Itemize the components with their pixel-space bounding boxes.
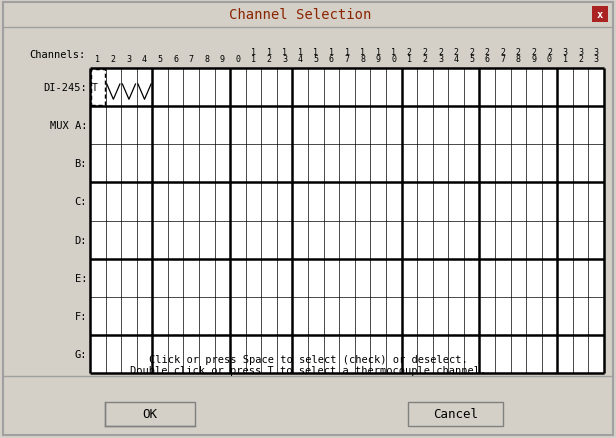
Text: 7: 7 [500, 55, 505, 64]
Text: 2: 2 [547, 47, 552, 57]
Text: F:: F: [75, 311, 87, 321]
Text: 6: 6 [485, 55, 490, 64]
Text: 3: 3 [438, 55, 443, 64]
Text: 5: 5 [469, 55, 474, 64]
Text: 1: 1 [251, 55, 256, 64]
Text: Click or press Space to select (check) or deselect.: Click or press Space to select (check) o… [148, 354, 468, 364]
Text: 7: 7 [188, 55, 194, 64]
Text: 3: 3 [578, 47, 583, 57]
Text: 2: 2 [438, 47, 443, 57]
Text: 3: 3 [562, 47, 567, 57]
Text: Channels:: Channels: [30, 50, 86, 60]
Text: G:: G: [75, 349, 87, 359]
Text: E:: E: [75, 273, 87, 283]
Text: B:: B: [75, 159, 87, 169]
Text: 9: 9 [376, 55, 381, 64]
Text: 9: 9 [220, 55, 225, 64]
Text: 2: 2 [485, 47, 490, 57]
Text: 2: 2 [516, 47, 521, 57]
Text: 1: 1 [360, 47, 365, 57]
Text: 1: 1 [95, 55, 100, 64]
Text: 1: 1 [562, 55, 567, 64]
Bar [105, 402, 195, 426]
Text: 7: 7 [344, 55, 349, 64]
Text: 4: 4 [298, 55, 303, 64]
Text: 0: 0 [547, 55, 552, 64]
Text: x: x [597, 10, 603, 20]
Text: 1: 1 [282, 47, 287, 57]
Text: 3: 3 [282, 55, 287, 64]
Text: 2: 2 [423, 55, 428, 64]
Text: 5: 5 [314, 55, 318, 64]
Text: OK: OK [142, 408, 158, 420]
Text: 1: 1 [407, 55, 412, 64]
Text: 2: 2 [578, 55, 583, 64]
Text: 1: 1 [344, 47, 349, 57]
Text: 2: 2 [500, 47, 505, 57]
Text: 1: 1 [267, 47, 272, 57]
Bar [592, 7, 608, 23]
Text: 2: 2 [407, 47, 412, 57]
Text: DI-245:: DI-245: [43, 83, 87, 93]
Text: MUX A:: MUX A: [49, 121, 87, 131]
Text: 2: 2 [453, 47, 458, 57]
Text: 4: 4 [142, 55, 147, 64]
Text: T: T [92, 83, 97, 93]
Text: 1: 1 [251, 47, 256, 57]
Text: 6: 6 [329, 55, 334, 64]
Text: 8: 8 [516, 55, 521, 64]
Bar [408, 402, 503, 426]
Text: 1: 1 [329, 47, 334, 57]
Text: 2: 2 [469, 47, 474, 57]
Text: 2: 2 [532, 47, 537, 57]
Text: 3: 3 [126, 55, 131, 64]
Text: 3: 3 [594, 55, 599, 64]
Text: Cancel: Cancel [433, 408, 478, 420]
Text: Channel Selection: Channel Selection [229, 8, 371, 22]
Bar [90, 69, 604, 373]
Text: 0: 0 [235, 55, 240, 64]
Text: 3: 3 [594, 47, 599, 57]
Text: 1: 1 [391, 47, 396, 57]
Text: 8: 8 [360, 55, 365, 64]
Bar [91, 70, 105, 106]
Text: D:: D: [75, 235, 87, 245]
Text: Double click or press T to select a thermocouple channel.: Double click or press T to select a ther… [130, 365, 486, 375]
Text: 1: 1 [298, 47, 303, 57]
Text: 4: 4 [453, 55, 458, 64]
Text: 8: 8 [205, 55, 209, 64]
Text: 2: 2 [423, 47, 428, 57]
Text: C:: C: [75, 197, 87, 207]
Text: 0: 0 [391, 55, 396, 64]
Text: 6: 6 [173, 55, 178, 64]
Text: 2: 2 [111, 55, 116, 64]
Text: 2: 2 [267, 55, 272, 64]
Text: 9: 9 [532, 55, 537, 64]
Text: 5: 5 [158, 55, 163, 64]
Text: 1: 1 [314, 47, 318, 57]
Text: 1: 1 [376, 47, 381, 57]
